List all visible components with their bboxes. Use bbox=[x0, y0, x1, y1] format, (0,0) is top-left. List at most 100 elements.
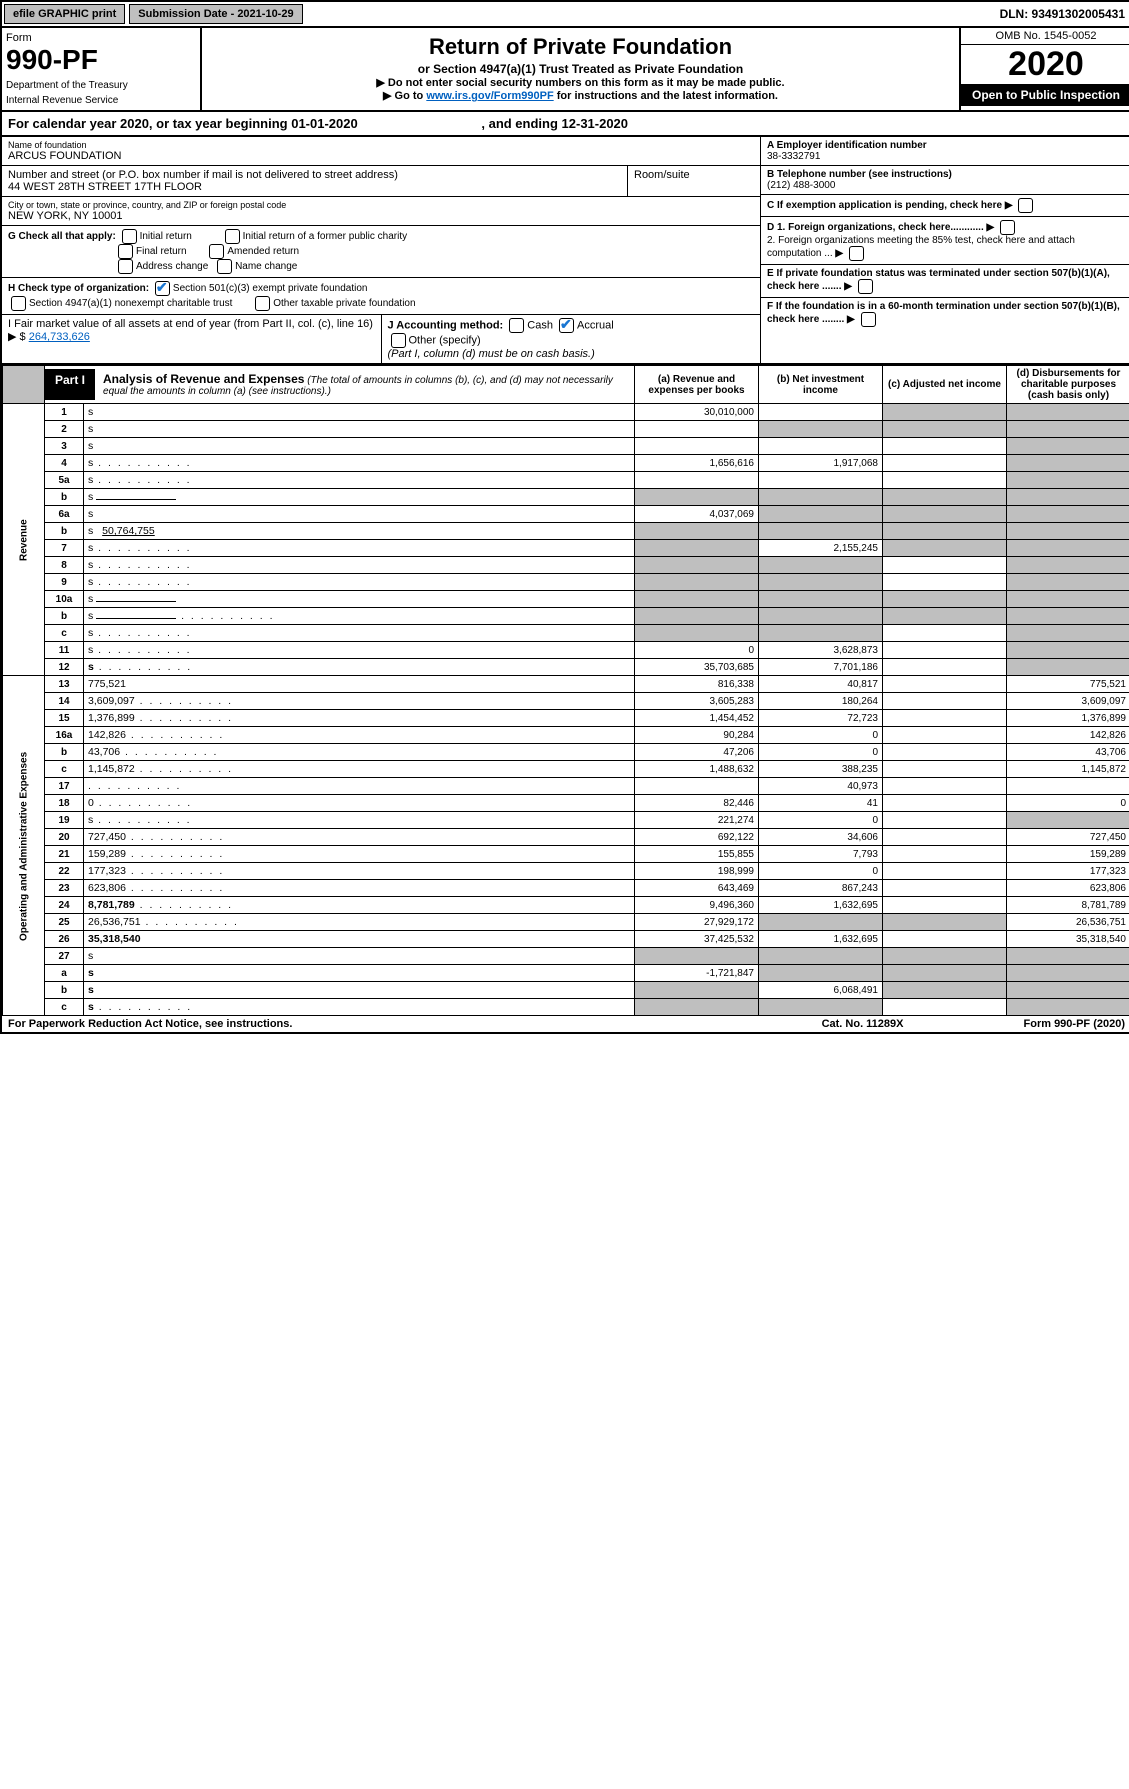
line-number: 7 bbox=[45, 540, 84, 557]
line-number: 4 bbox=[45, 455, 84, 472]
table-row: 19s221,2740 bbox=[3, 812, 1129, 829]
omb-number: OMB No. 1545-0052 bbox=[961, 28, 1129, 45]
line-description: s bbox=[84, 540, 635, 557]
line-description: s bbox=[84, 489, 635, 506]
line-number: 24 bbox=[45, 897, 84, 914]
line-number: 19 bbox=[45, 812, 84, 829]
table-row: 248,781,7899,496,3601,632,6958,781,789 bbox=[3, 897, 1129, 914]
table-row: 6as4,037,069 bbox=[3, 506, 1129, 523]
line-number: 22 bbox=[45, 863, 84, 880]
line-description: s bbox=[84, 472, 635, 489]
line-description: s bbox=[84, 999, 635, 1016]
street-address: 44 WEST 28TH STREET 17TH FLOOR bbox=[8, 181, 621, 193]
table-row: 18082,446410 bbox=[3, 795, 1129, 812]
table-row: 3s bbox=[3, 438, 1129, 455]
address-change-checkbox[interactable] bbox=[118, 259, 133, 274]
table-row: 23623,806643,469867,243623,806 bbox=[3, 880, 1129, 897]
irs-link[interactable]: www.irs.gov/Form990PF bbox=[426, 90, 553, 102]
table-row: b43,70647,206043,706 bbox=[3, 744, 1129, 761]
dept-treasury: Department of the Treasury bbox=[6, 80, 196, 91]
fmv-link[interactable]: 264,733,626 bbox=[29, 331, 90, 343]
line-number: b bbox=[45, 523, 84, 540]
cash-checkbox[interactable] bbox=[509, 318, 524, 333]
line-description: s bbox=[84, 574, 635, 591]
line-number: b bbox=[45, 608, 84, 625]
4947-checkbox[interactable] bbox=[11, 296, 26, 311]
line-description: s 50,764,755 bbox=[84, 523, 635, 540]
accrual-checkbox[interactable] bbox=[559, 318, 574, 333]
line-number: 1 bbox=[45, 404, 84, 421]
line-number: 21 bbox=[45, 846, 84, 863]
paperwork-notice: For Paperwork Reduction Act Notice, see … bbox=[8, 1018, 822, 1030]
submission-button[interactable]: Submission Date - 2021-10-29 bbox=[129, 4, 302, 24]
amended-checkbox[interactable] bbox=[209, 244, 224, 259]
section-label: Revenue bbox=[3, 404, 45, 676]
line-description: s bbox=[84, 455, 635, 472]
line-number: 13 bbox=[45, 676, 84, 693]
col-a-header: (a) Revenue and expenses per books bbox=[635, 366, 759, 404]
line-description: s bbox=[84, 506, 635, 523]
efile-button[interactable]: efile GRAPHIC print bbox=[4, 4, 125, 24]
cat-no: Cat. No. 11289X bbox=[822, 1018, 904, 1030]
line-number: 5a bbox=[45, 472, 84, 489]
table-row: bs6,068,491 bbox=[3, 982, 1129, 999]
table-row: 16a142,82690,2840142,826 bbox=[3, 727, 1129, 744]
section-i-j: I Fair market value of all assets at end… bbox=[2, 315, 760, 363]
section-d: D 1. Foreign organizations, check here..… bbox=[761, 217, 1129, 265]
section-f: F If the foundation is in a 60-month ter… bbox=[761, 298, 1129, 330]
foundation-name: ARCUS FOUNDATION bbox=[8, 150, 754, 162]
goto-note: ▶ Go to www.irs.gov/Form990PF for instru… bbox=[206, 89, 955, 102]
terminated-checkbox[interactable] bbox=[858, 279, 873, 294]
dln-text: DLN: 93491302005431 bbox=[1000, 7, 1129, 21]
open-inspection: Open to Public Inspection bbox=[961, 84, 1129, 106]
exemption-checkbox[interactable] bbox=[1018, 198, 1033, 213]
room-label: Room/suite bbox=[634, 169, 754, 181]
line-description: s bbox=[84, 965, 635, 982]
other-taxable-checkbox[interactable] bbox=[255, 296, 270, 311]
initial-former-checkbox[interactable] bbox=[225, 229, 240, 244]
col-d-header: (d) Disbursements for charitable purpose… bbox=[1007, 366, 1129, 404]
line-description: s bbox=[84, 948, 635, 965]
line-description bbox=[84, 778, 635, 795]
line-number: 11 bbox=[45, 642, 84, 659]
initial-return-checkbox[interactable] bbox=[122, 229, 137, 244]
table-row: 20727,450692,12234,606727,450 bbox=[3, 829, 1129, 846]
city-state-zip: NEW YORK, NY 10001 bbox=[8, 210, 754, 222]
60month-checkbox[interactable] bbox=[861, 312, 876, 327]
line-number: 12 bbox=[45, 659, 84, 676]
page-footer: For Paperwork Reduction Act Notice, see … bbox=[2, 1016, 1129, 1032]
part1-desc: Analysis of Revenue and Expenses (The to… bbox=[95, 369, 634, 400]
col-c-header: (c) Adjusted net income bbox=[883, 366, 1007, 404]
header-left: Form 990-PF Department of the Treasury I… bbox=[2, 28, 202, 110]
part1-table: Part I Analysis of Revenue and Expenses … bbox=[2, 365, 1129, 1016]
foreign-org-checkbox[interactable] bbox=[1000, 220, 1015, 235]
line-description: 0 bbox=[84, 795, 635, 812]
form-subtitle: or Section 4947(a)(1) Trust Treated as P… bbox=[206, 62, 955, 76]
table-row: 11s03,628,873 bbox=[3, 642, 1129, 659]
final-return-checkbox[interactable] bbox=[118, 244, 133, 259]
line-description: s bbox=[84, 982, 635, 999]
calendar-year-row: For calendar year 2020, or tax year begi… bbox=[2, 112, 1129, 137]
line-description: 177,323 bbox=[84, 863, 635, 880]
line-description: s bbox=[84, 812, 635, 829]
other-method-checkbox[interactable] bbox=[391, 333, 406, 348]
form-title: Return of Private Foundation bbox=[206, 34, 955, 60]
section-c: C If exemption application is pending, c… bbox=[761, 195, 1129, 217]
name-change-checkbox[interactable] bbox=[217, 259, 232, 274]
line-number: 15 bbox=[45, 710, 84, 727]
city-row: City or town, state or province, country… bbox=[2, 197, 760, 226]
header-right: OMB No. 1545-0052 2020 Open to Public In… bbox=[959, 28, 1129, 110]
phone-value: (212) 488-3000 bbox=[767, 180, 835, 191]
line-description: 142,826 bbox=[84, 727, 635, 744]
info-left: Name of foundation ARCUS FOUNDATION Numb… bbox=[2, 137, 760, 363]
table-row: 9s bbox=[3, 574, 1129, 591]
foreign-85-checkbox[interactable] bbox=[849, 246, 864, 261]
phone-row: B Telephone number (see instructions) (2… bbox=[761, 166, 1129, 195]
table-row: c1,145,8721,488,632388,2351,145,872 bbox=[3, 761, 1129, 778]
section-g: G Check all that apply: Initial return I… bbox=[2, 226, 760, 278]
table-row: 151,376,8991,454,45272,7231,376,899 bbox=[3, 710, 1129, 727]
501c3-checkbox[interactable] bbox=[155, 281, 170, 296]
table-row: 27s bbox=[3, 948, 1129, 965]
col-b-header: (b) Net investment income bbox=[759, 366, 883, 404]
line-description: s bbox=[84, 659, 635, 676]
